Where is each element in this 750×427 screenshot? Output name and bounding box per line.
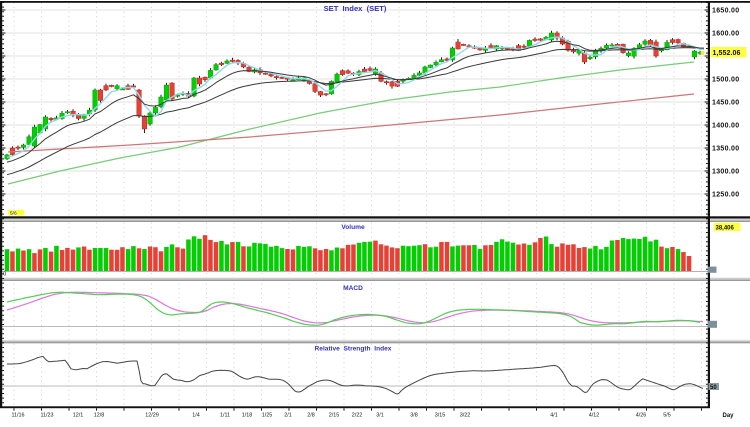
svg-text:38,406: 38,406 <box>716 226 735 232</box>
svg-text:0: 0 <box>3 272 6 278</box>
svg-text:4/26: 4/26 <box>636 413 647 419</box>
svg-text:3/15: 3/15 <box>435 413 446 419</box>
svg-text:12/8: 12/8 <box>94 413 105 419</box>
svg-text:1250.00: 1250.00 <box>712 192 739 199</box>
svg-text:1650.00: 1650.00 <box>712 8 739 15</box>
svg-text:1600.00: 1600.00 <box>712 31 739 38</box>
svg-text:1,552.06: 1,552.06 <box>713 50 741 57</box>
svg-text:4/1: 4/1 <box>550 413 558 419</box>
svg-text:1500.00: 1500.00 <box>712 77 739 84</box>
svg-text:1/18: 1/18 <box>242 413 253 419</box>
svg-text:50: 50 <box>710 385 717 391</box>
svg-text:2/15: 2/15 <box>329 413 340 419</box>
svg-text:Relative Strength Index: Relative Strength Index <box>315 346 392 353</box>
svg-text:1350.00: 1350.00 <box>712 146 739 153</box>
svg-text:1300.00: 1300.00 <box>712 169 739 176</box>
svg-text:1/11: 1/11 <box>220 413 230 419</box>
svg-text:12/29: 12/29 <box>145 413 159 419</box>
svg-text:3/22: 3/22 <box>460 413 471 419</box>
svg-text:5/6: 5/6 <box>10 211 17 217</box>
svg-text:1450.00: 1450.00 <box>712 100 739 107</box>
svg-text:Volume: Volume <box>341 224 365 231</box>
svg-text:12/1: 12/1 <box>73 413 84 419</box>
svg-text:5/5: 5/5 <box>663 413 671 419</box>
svg-text:11/16: 11/16 <box>11 413 24 419</box>
svg-text:11/23: 11/23 <box>40 413 53 419</box>
svg-text:3/1: 3/1 <box>376 413 384 419</box>
svg-text:1/25: 1/25 <box>262 413 273 419</box>
svg-text:1/4: 1/4 <box>192 413 200 419</box>
svg-text:2/8: 2/8 <box>307 413 315 419</box>
svg-text:1400.00: 1400.00 <box>712 123 739 130</box>
svg-text:SET Index (SET): SET Index (SET) <box>324 4 387 13</box>
svg-text:MACD: MACD <box>343 285 363 292</box>
svg-text:3/8: 3/8 <box>410 413 418 419</box>
svg-text:2/1: 2/1 <box>284 413 292 419</box>
svg-text:Day: Day <box>723 413 735 419</box>
svg-text:2/22: 2/22 <box>352 413 363 419</box>
svg-text:4/12: 4/12 <box>589 413 600 419</box>
